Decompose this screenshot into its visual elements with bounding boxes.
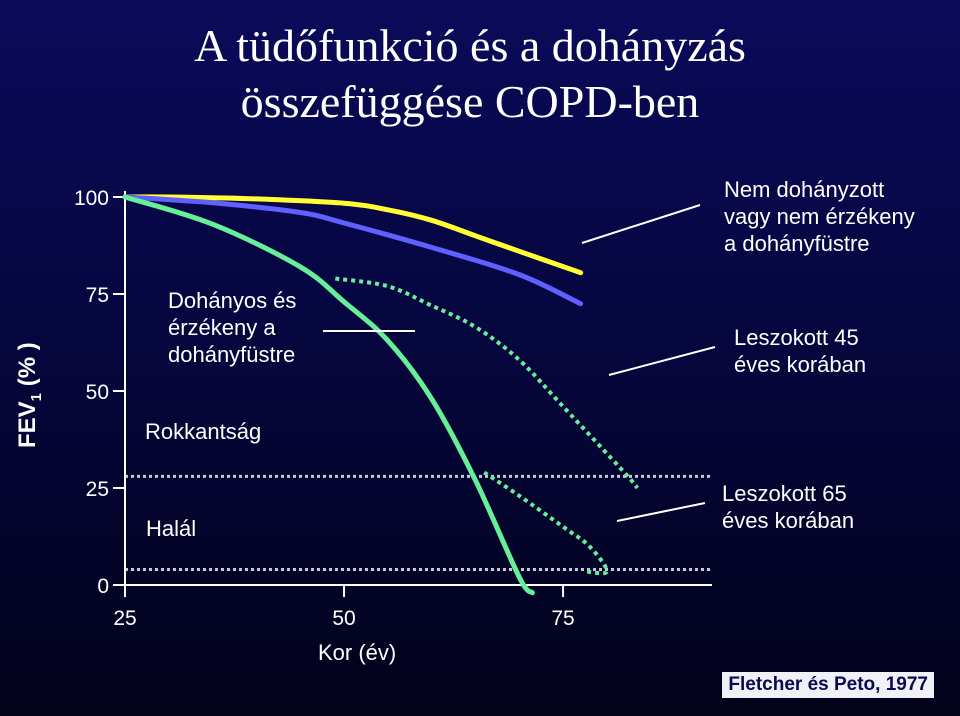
title-line-2: összefüggése COPD-ben bbox=[240, 76, 700, 127]
x-tick-label-50: 50 bbox=[332, 607, 355, 630]
series-smoker-line bbox=[122, 194, 535, 596]
annotation-nonsmoker: Nem dohányzott vagy nem érzékeny a dohán… bbox=[724, 176, 915, 257]
citation: Fletcher és Peto, 1977 bbox=[722, 672, 934, 698]
leader-nonsmoker bbox=[581, 204, 701, 244]
annotation-quit45: Leszokott 45 éves korában bbox=[734, 324, 866, 378]
annotation-quit45-line-2: éves korában bbox=[734, 352, 867, 377]
y-axis-label: FEV1 (% ) bbox=[14, 342, 45, 448]
y-tick-label-75: 75 bbox=[86, 284, 109, 307]
x-axis-label: Kor (év) bbox=[318, 640, 397, 665]
series-quit45-line bbox=[122, 194, 584, 307]
annotation-disability: Rokkantság bbox=[145, 419, 262, 444]
series-quit45-dotted-line bbox=[335, 276, 640, 490]
leader-quit45 bbox=[608, 346, 716, 376]
y-tick-label-100: 100 bbox=[74, 187, 109, 210]
y-axis-label-sub: 1 bbox=[27, 392, 45, 402]
leader-quit65 bbox=[616, 502, 706, 522]
page-title: A tüdőfunkció és a dohányzás összefüggés… bbox=[0, 18, 960, 130]
y-tick-label-0: 0 bbox=[97, 575, 109, 598]
annotation-death: Halál bbox=[146, 516, 197, 541]
annotation-quit65: Leszokott 65 éves korában bbox=[722, 480, 854, 534]
annotation-nonsmoker-line-1: Nem dohányzott bbox=[724, 177, 885, 202]
y-axis-label-main: FEV bbox=[14, 401, 41, 448]
y-tick-label-25: 25 bbox=[86, 478, 109, 501]
series-quit65-dotted-line bbox=[483, 470, 609, 576]
title-line-1: A tüdőfunkció és a dohányzás bbox=[194, 20, 746, 71]
annotation-nonsmoker-line-2: vagy nem érzékeny bbox=[724, 204, 915, 229]
series-nonsmoker-line bbox=[122, 194, 584, 276]
x-tick-label-25: 25 bbox=[113, 607, 136, 630]
annotation-nonsmoker-line-3: a dohányfüstre bbox=[724, 231, 870, 256]
annotation-quit65-line-2: éves korában bbox=[722, 508, 855, 533]
annotation-smoker-line-2: érzékeny a bbox=[168, 315, 276, 340]
y-tick-label-50: 50 bbox=[86, 381, 109, 404]
annotation-quit45-line-1: Leszokott 45 bbox=[734, 325, 859, 350]
annotation-smoker: Dohányos és érzékeny a dohányfüstre bbox=[168, 287, 296, 368]
annotation-smoker-line-3: dohányfüstre bbox=[168, 342, 296, 367]
annotation-quit65-line-1: Leszokott 65 bbox=[722, 481, 847, 506]
x-tick-label-75: 75 bbox=[551, 607, 574, 630]
y-axis-label-unit: (% ) bbox=[14, 342, 41, 387]
annotation-smoker-line-1: Dohányos és bbox=[168, 288, 297, 313]
